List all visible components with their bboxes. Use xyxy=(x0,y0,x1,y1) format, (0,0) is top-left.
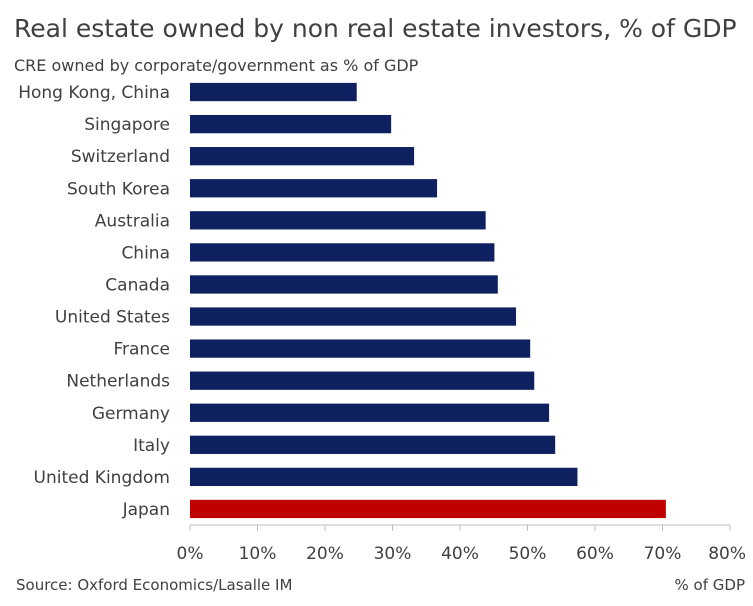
x-axis-unit-label: % of GDP xyxy=(674,576,745,594)
bar-canada xyxy=(190,275,498,294)
x-tick-label: 40% xyxy=(441,544,479,564)
x-tick-label: 60% xyxy=(576,544,614,564)
bar-netherlands xyxy=(190,371,535,390)
bar-united-kingdom xyxy=(190,467,578,487)
category-label: Netherlands xyxy=(66,372,170,392)
x-tick-label: 20% xyxy=(306,544,344,564)
bar-hong-kong-china xyxy=(190,82,357,102)
category-label: Australia xyxy=(95,211,170,231)
category-label: United States xyxy=(55,308,170,328)
source-note: Source: Oxford Economics/Lasalle IM xyxy=(16,576,293,594)
bar-china xyxy=(190,243,495,262)
category-label: Canada xyxy=(105,275,170,295)
chart-subtitle: CRE owned by corporate/government as % o… xyxy=(14,56,419,75)
bar-france xyxy=(190,339,531,358)
x-tick-label: 70% xyxy=(644,544,682,564)
x-tick-label: 50% xyxy=(509,544,547,564)
bar-italy xyxy=(190,435,556,454)
x-tick-label: 80% xyxy=(708,544,746,564)
bar-australia xyxy=(190,211,486,230)
bar-germany xyxy=(190,403,550,422)
bar-united-states xyxy=(190,307,517,326)
x-tick-label: 10% xyxy=(239,544,277,564)
category-label: France xyxy=(113,340,170,360)
chart-title: Real estate owned by non real estate inv… xyxy=(14,14,737,43)
category-label: Japan xyxy=(122,500,170,520)
x-tick-label: 0% xyxy=(177,544,204,564)
category-label: China xyxy=(121,243,170,263)
category-label: Switzerland xyxy=(71,147,170,167)
bar-south-korea xyxy=(190,179,438,198)
bar-singapore xyxy=(190,114,392,134)
category-label: United Kingdom xyxy=(34,468,170,488)
bar-switzerland xyxy=(190,147,415,166)
bar-japan xyxy=(190,499,666,519)
category-label: Italy xyxy=(133,436,170,456)
x-tick-label: 30% xyxy=(374,544,412,564)
category-label: Singapore xyxy=(84,115,170,135)
category-label: Germany xyxy=(92,404,170,424)
category-label: South Korea xyxy=(67,179,170,199)
category-label: Hong Kong, China xyxy=(18,83,170,103)
